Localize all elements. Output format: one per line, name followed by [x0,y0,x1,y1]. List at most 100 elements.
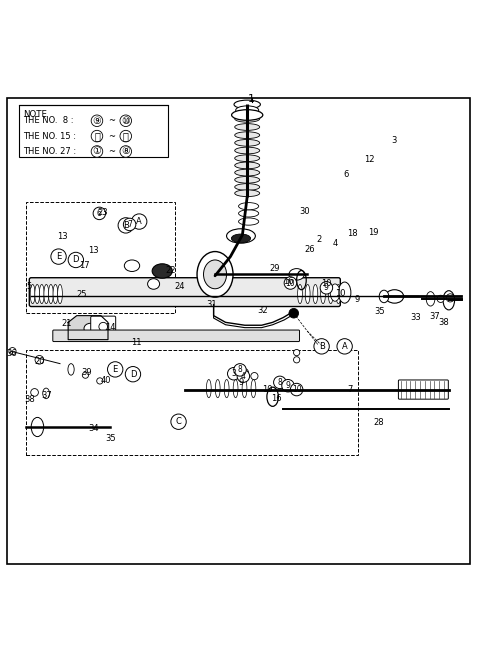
Text: 19: 19 [368,228,379,236]
Text: 38: 38 [439,318,449,327]
Text: 5: 5 [26,282,31,291]
Ellipse shape [293,350,300,355]
Ellipse shape [379,290,389,303]
Ellipse shape [293,357,300,363]
Text: ⑨: ⑨ [93,116,101,126]
Text: 9: 9 [324,283,329,293]
Circle shape [314,339,329,354]
Text: 34: 34 [88,424,99,433]
Ellipse shape [48,285,53,304]
Text: 35: 35 [105,434,116,442]
Circle shape [290,383,303,396]
Ellipse shape [338,282,351,303]
Circle shape [320,281,333,294]
Text: 20: 20 [34,357,45,366]
Ellipse shape [58,285,62,304]
Circle shape [282,379,294,392]
Circle shape [93,207,106,220]
Ellipse shape [328,285,333,304]
Ellipse shape [227,229,255,243]
Text: NOTE: NOTE [23,110,47,119]
Text: 10: 10 [336,289,346,298]
Ellipse shape [443,291,455,310]
Ellipse shape [35,285,39,304]
Circle shape [125,367,141,382]
Text: ⑧: ⑧ [121,146,130,156]
Text: 24: 24 [175,282,185,291]
Ellipse shape [84,323,96,334]
Text: ~: ~ [108,147,115,156]
Ellipse shape [236,106,259,115]
Circle shape [51,249,66,264]
Text: ⑪: ⑪ [94,131,100,141]
Text: 23: 23 [98,209,108,217]
Ellipse shape [289,269,304,280]
Bar [26,350,358,455]
Text: D: D [72,256,79,264]
Text: 8: 8 [277,378,282,387]
Circle shape [108,361,123,377]
Text: 7: 7 [127,220,132,229]
Ellipse shape [43,388,49,399]
Ellipse shape [9,348,16,355]
Text: A: A [136,217,142,226]
Text: A: A [342,342,348,351]
Text: 7: 7 [348,385,353,394]
Ellipse shape [235,183,260,191]
Text: 10: 10 [263,385,273,394]
Ellipse shape [298,285,302,304]
Text: 9: 9 [286,381,290,390]
Ellipse shape [35,355,44,364]
Text: 4: 4 [333,239,337,248]
Ellipse shape [31,389,38,397]
Ellipse shape [231,234,251,243]
Text: 29: 29 [269,263,280,273]
Text: 3: 3 [231,369,236,378]
FancyBboxPatch shape [91,316,116,337]
Text: 10: 10 [321,279,332,287]
Ellipse shape [426,292,435,306]
Ellipse shape [124,260,140,271]
Text: 10: 10 [286,279,295,287]
Ellipse shape [251,373,258,380]
Text: 9: 9 [355,295,360,305]
Ellipse shape [68,363,74,375]
Bar [26,203,175,312]
Text: 3: 3 [391,136,396,145]
Text: 37: 37 [429,312,440,321]
Circle shape [237,370,250,383]
Ellipse shape [239,203,259,210]
Text: 30: 30 [300,207,310,216]
Ellipse shape [336,285,341,304]
Text: 36: 36 [6,349,17,357]
Text: 6: 6 [343,170,348,179]
Text: 32: 32 [258,306,268,315]
Text: 9: 9 [239,378,243,387]
Text: 33: 33 [410,313,420,322]
Ellipse shape [235,155,260,162]
Ellipse shape [251,379,256,398]
Text: 8: 8 [238,365,242,375]
Text: 25: 25 [76,290,87,299]
Ellipse shape [234,100,261,109]
Ellipse shape [235,115,260,122]
Ellipse shape [30,285,35,304]
Text: 1: 1 [248,95,255,105]
Ellipse shape [235,190,260,197]
Text: 39: 39 [81,368,92,377]
Circle shape [228,367,240,380]
Text: 28: 28 [374,418,384,427]
Text: ⑩: ⑩ [121,116,130,126]
Ellipse shape [206,379,211,398]
Ellipse shape [242,379,247,398]
Circle shape [274,376,286,389]
Text: 31: 31 [206,300,216,309]
Text: C: C [176,417,181,426]
Ellipse shape [216,379,220,398]
Ellipse shape [235,177,260,183]
Ellipse shape [96,378,103,384]
Text: 17: 17 [79,261,89,270]
Ellipse shape [385,290,404,303]
Circle shape [118,218,133,233]
Text: THE NO. 15 :: THE NO. 15 : [23,132,76,140]
